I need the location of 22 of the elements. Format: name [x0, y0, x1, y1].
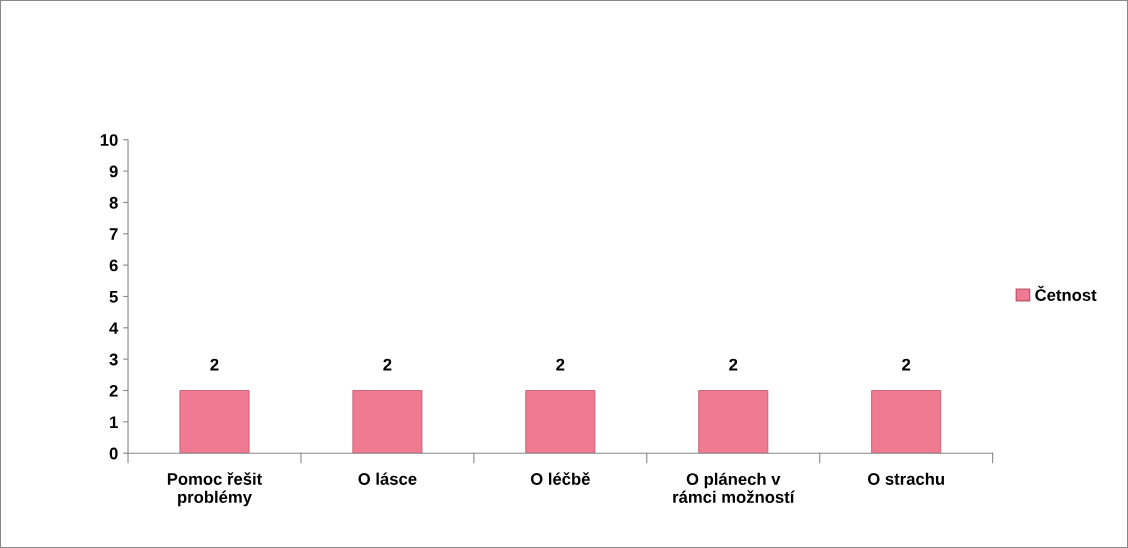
y-tick-label: 10: [100, 134, 118, 146]
data-label: 2: [383, 358, 392, 371]
data-label: 2: [556, 358, 565, 371]
data-label: 2: [729, 358, 738, 371]
x-tick-label: O plánech v rámci možností: [673, 472, 795, 503]
x-tick-label: O strachu: [867, 472, 944, 485]
y-tick-label: 3: [109, 353, 118, 366]
x-tick-label: O lásce: [358, 472, 417, 485]
y-tick-label: 9: [109, 165, 118, 178]
y-tick-label: 5: [109, 291, 118, 303]
data-label: 2: [210, 358, 219, 371]
y-tick-label: 7: [109, 228, 118, 240]
legend-label: Četnost: [1035, 285, 1097, 301]
y-tick-label: 1: [110, 416, 118, 428]
x-tick-label: Pomoc řešit problémy: [167, 472, 262, 507]
y-tick-label: 4: [109, 322, 119, 334]
y-tick-label: 2: [109, 384, 118, 397]
data-label: 2: [902, 358, 911, 371]
y-tick-label: 6: [109, 259, 118, 272]
x-tick-label: O léčbě: [530, 472, 590, 485]
y-tick-label: 0: [109, 447, 118, 460]
y-tick-label: 8: [109, 196, 118, 209]
